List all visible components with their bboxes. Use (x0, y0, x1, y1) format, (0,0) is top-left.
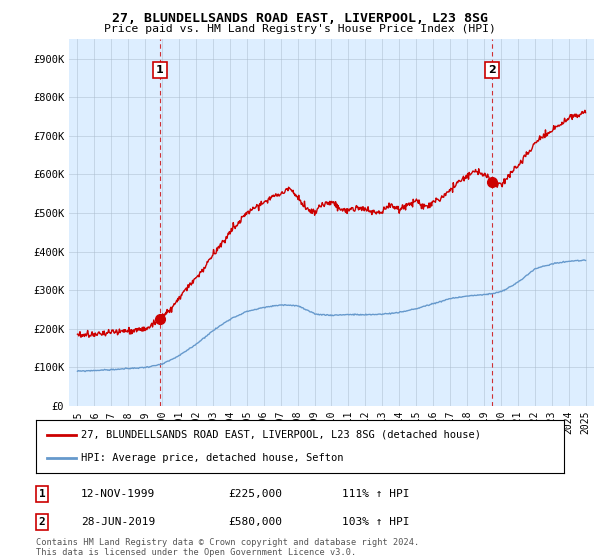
Text: 2: 2 (38, 517, 46, 527)
Text: 1: 1 (156, 65, 164, 75)
Text: 12-NOV-1999: 12-NOV-1999 (81, 489, 155, 499)
Text: 27, BLUNDELLSANDS ROAD EAST, LIVERPOOL, L23 8SG (detached house): 27, BLUNDELLSANDS ROAD EAST, LIVERPOOL, … (81, 430, 481, 440)
Text: £580,000: £580,000 (228, 517, 282, 527)
Text: 28-JUN-2019: 28-JUN-2019 (81, 517, 155, 527)
Text: 27, BLUNDELLSANDS ROAD EAST, LIVERPOOL, L23 8SG: 27, BLUNDELLSANDS ROAD EAST, LIVERPOOL, … (112, 12, 488, 25)
Text: £225,000: £225,000 (228, 489, 282, 499)
Text: 111% ↑ HPI: 111% ↑ HPI (342, 489, 409, 499)
Text: 103% ↑ HPI: 103% ↑ HPI (342, 517, 409, 527)
Text: Price paid vs. HM Land Registry's House Price Index (HPI): Price paid vs. HM Land Registry's House … (104, 24, 496, 34)
Text: 2: 2 (488, 65, 496, 75)
Text: Contains HM Land Registry data © Crown copyright and database right 2024.
This d: Contains HM Land Registry data © Crown c… (36, 538, 419, 557)
Text: 1: 1 (38, 489, 46, 499)
Text: HPI: Average price, detached house, Sefton: HPI: Average price, detached house, Seft… (81, 453, 343, 463)
